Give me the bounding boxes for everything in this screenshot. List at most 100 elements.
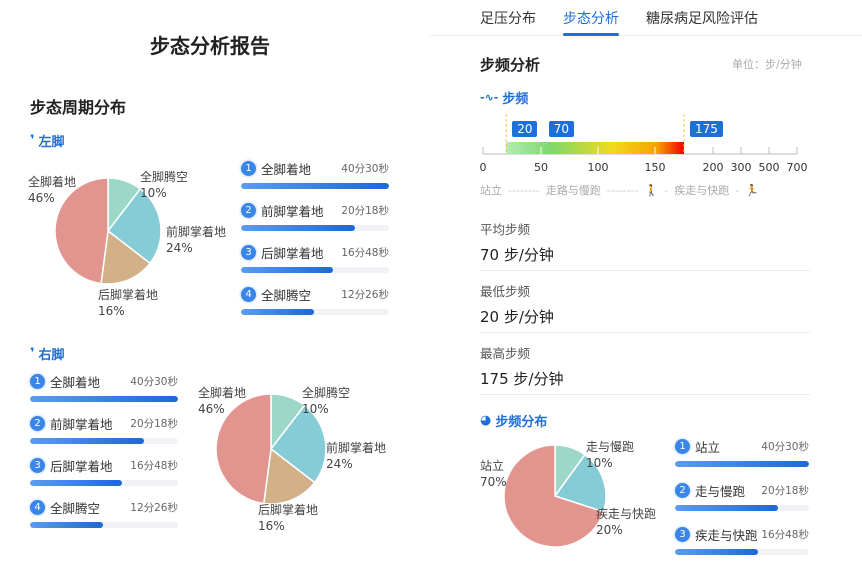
item-name: 前脚掌着地 — [261, 203, 324, 219]
pie-slice — [269, 404, 327, 484]
pie-label: 前脚掌着地 24% — [166, 225, 227, 255]
cadence-range-bar — [506, 142, 684, 154]
pie-label: 后脚掌着地 16% — [98, 288, 159, 318]
foot-icon: ❜ — [30, 346, 35, 361]
progress-bar — [675, 461, 809, 467]
divider — [480, 394, 810, 395]
list-item: 3 后脚掌着地 16分48秒 — [241, 243, 389, 273]
list-item: 3 疾走与快跑 16分48秒 — [675, 525, 809, 555]
progress-bar — [241, 225, 389, 231]
pie-label: 全脚着地 46% — [198, 386, 247, 416]
tick-label: 50 — [534, 161, 548, 174]
zone-run: 疾走与快跑 — [674, 184, 730, 197]
progress-fill — [30, 522, 103, 528]
item-time: 20分18秒 — [761, 484, 809, 497]
pie-slice — [106, 187, 162, 265]
pie-label: 全脚腾空 10% — [302, 386, 351, 416]
list-item: 2 走与慢跑 20分18秒 — [675, 481, 809, 511]
item-time: 16分48秒 — [761, 528, 809, 541]
item-name: 站立 — [695, 439, 721, 455]
pie-slice — [215, 393, 272, 505]
pie-label: 走与慢跑 10% — [586, 440, 635, 470]
progress-bar — [30, 522, 178, 528]
progress-fill — [675, 505, 779, 511]
left-foot-heading: ❜ 左脚 — [30, 131, 65, 150]
progress-bar — [675, 549, 809, 555]
list-item: 2 前脚掌着地 20分18秒 — [241, 201, 389, 231]
pie-slice — [100, 229, 152, 285]
item-time: 16分48秒 — [130, 459, 178, 472]
item-time: 40分30秒 — [761, 440, 809, 453]
pie-label: 全脚腾空 10% — [140, 170, 189, 200]
divider — [480, 270, 810, 271]
progress-fill — [241, 225, 355, 231]
progress-fill — [241, 183, 389, 189]
unit-label: 单位：步/分钟 — [732, 58, 802, 71]
walking-icon: 🚶 — [644, 183, 659, 197]
foot-icon: ❜ — [30, 133, 35, 148]
progress-bar — [241, 183, 389, 189]
active-tab-indicator — [563, 33, 619, 36]
zone-walk: 走路与慢跑 — [545, 184, 601, 197]
item-time: 16分48秒 — [341, 246, 389, 259]
progress-bar — [675, 505, 809, 511]
pie-label: 前脚掌着地 24% — [326, 441, 387, 471]
list-item: 1 全脚着地 40分30秒 — [241, 159, 389, 189]
right-foot-heading: ❜ 右脚 — [30, 344, 65, 363]
progress-bar — [30, 396, 178, 402]
rank-badge: 1 — [675, 438, 690, 454]
pie-slice — [262, 447, 316, 505]
progress-fill — [241, 309, 314, 315]
item-time: 40分30秒 — [341, 162, 389, 175]
tab-gait-analysis[interactable]: 步态分析 — [563, 11, 619, 27]
right-foot-label: 右脚 — [38, 348, 65, 363]
gait-cycle-title: 步态周期分布 — [30, 98, 127, 117]
tick-label: 100 — [588, 161, 609, 174]
tab-foot-pressure[interactable]: 足压分布 — [480, 11, 536, 27]
pie-chart-icon: ◕ — [480, 413, 492, 428]
cadence-heading: -∿- 步频 — [480, 91, 529, 107]
item-time: 12分26秒 — [130, 501, 178, 514]
stat-max: 最高步频 175 步/分钟 — [480, 346, 564, 388]
rank-badge: 2 — [241, 202, 256, 218]
rank-badge: 3 — [30, 457, 45, 473]
progress-bar — [30, 480, 178, 486]
progress-fill — [30, 396, 178, 402]
cadence-marker-min: 20 — [512, 121, 538, 137]
pulse-icon: -∿- — [480, 91, 499, 104]
progress-bar — [30, 438, 178, 444]
item-name: 前脚掌着地 — [50, 416, 113, 432]
pie-slice — [553, 453, 607, 513]
report-title: 步态分析报告 — [150, 34, 270, 58]
tab-diabetic-foot-risk[interactable]: 糖尿病足风险评估 — [646, 11, 758, 27]
item-time: 12分26秒 — [341, 288, 389, 301]
item-name: 全脚腾空 — [50, 500, 101, 516]
tab-bar: 足压分布 步态分析 糖尿病足风险评估 — [430, 0, 862, 36]
item-time: 40分30秒 — [130, 375, 178, 388]
zone-standing: 站立 — [480, 184, 502, 197]
list-item: 1 全脚着地 40分30秒 — [30, 372, 178, 402]
list-item: 4 全脚腾空 12分26秒 — [30, 498, 178, 528]
list-item: 3 后脚掌着地 16分48秒 — [30, 456, 178, 486]
item-name: 疾走与快跑 — [695, 527, 758, 543]
rank-badge: 2 — [675, 482, 690, 498]
list-item: 1 站立 40分30秒 — [675, 437, 809, 467]
distribution-heading: ◕ 步频分布 — [480, 413, 548, 430]
progress-bar — [241, 267, 389, 273]
left-foot-pie — [54, 177, 327, 505]
left-foot-label: 左脚 — [38, 135, 65, 150]
rank-badge: 3 — [675, 526, 690, 542]
pie-slice — [503, 444, 605, 548]
item-name: 全脚腾空 — [261, 287, 312, 303]
cadence-marker-max: 175 — [690, 121, 723, 137]
rank-badge: 1 — [30, 373, 45, 389]
item-name: 后脚掌着地 — [50, 458, 113, 474]
tick-label: 700 — [787, 161, 808, 174]
rank-badge: 4 — [241, 286, 256, 302]
stat-avg: 平均步频 70 步/分钟 — [480, 222, 554, 264]
item-name: 全脚着地 — [261, 161, 312, 177]
cadence-title: 步频分析 — [480, 56, 541, 74]
progress-fill — [675, 549, 759, 555]
stat-min: 最低步频 20 步/分钟 — [480, 284, 554, 326]
